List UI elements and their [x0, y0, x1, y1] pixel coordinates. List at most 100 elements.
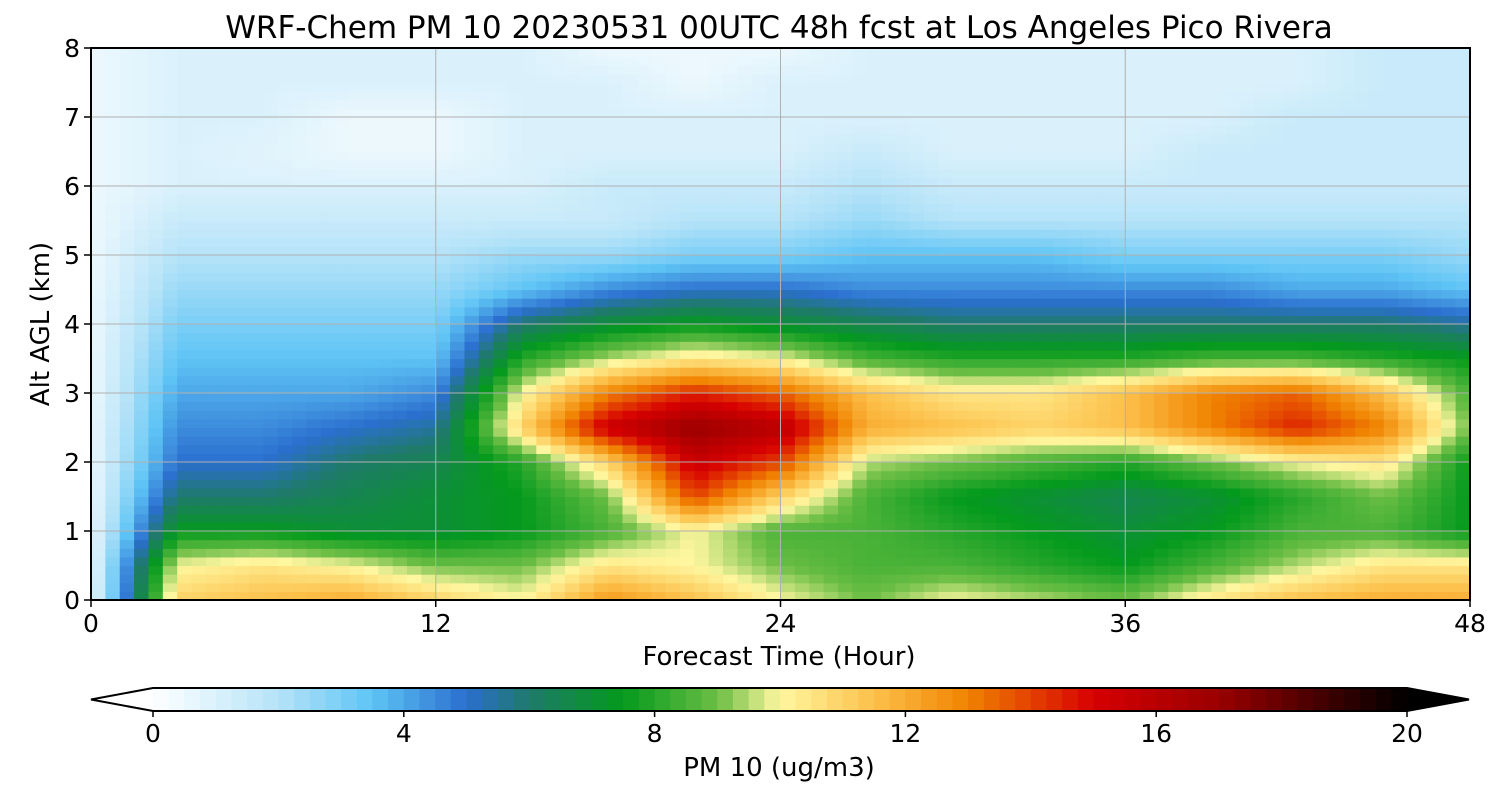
- heatmap-cell: [622, 341, 638, 351]
- heatmap-cell: [995, 367, 1011, 377]
- heatmap-cell: [981, 255, 997, 265]
- heatmap-cell: [1455, 280, 1471, 291]
- heatmap-cell: [450, 539, 466, 549]
- heatmap-cell: [1153, 453, 1169, 463]
- heatmap-cell: [593, 462, 609, 472]
- heatmap-cell: [1039, 211, 1055, 222]
- heatmap-cell: [1311, 410, 1327, 420]
- heatmap-cell: [1283, 168, 1299, 178]
- heatmap-cell: [1326, 531, 1342, 541]
- heatmap-cell: [536, 444, 552, 454]
- heatmap-cell: [478, 263, 494, 273]
- heatmap-cell: [1182, 186, 1198, 196]
- heatmap-cell: [478, 470, 494, 480]
- heatmap-cell: [679, 349, 695, 360]
- heatmap-cell: [249, 548, 264, 558]
- heatmap-cell: [938, 496, 954, 506]
- heatmap-cell: [263, 487, 279, 498]
- heatmap-cell: [1024, 505, 1040, 515]
- heatmap-cell: [679, 410, 695, 420]
- heatmap-cell: [837, 358, 853, 368]
- heatmap-cell: [866, 496, 882, 506]
- heatmap-cell: [205, 418, 221, 429]
- heatmap-cell: [392, 487, 408, 498]
- heatmap-cell: [349, 203, 365, 213]
- heatmap-cell: [981, 487, 997, 498]
- heatmap-cell: [392, 462, 408, 472]
- heatmap-cell: [766, 384, 782, 394]
- heatmap-cell: [148, 367, 164, 377]
- heatmap-cell: [249, 315, 264, 325]
- heatmap-cell: [593, 255, 609, 265]
- heatmap-cell: [91, 298, 106, 308]
- heatmap-cell: [723, 255, 739, 265]
- heatmap-cell: [292, 255, 308, 265]
- heatmap-cell: [1153, 487, 1169, 498]
- heatmap-cell: [1053, 462, 1069, 472]
- heatmap-cell: [349, 427, 365, 437]
- heatmap-cell: [1383, 487, 1399, 498]
- heatmap-cell: [665, 565, 681, 575]
- heatmap-cell: [1053, 280, 1069, 291]
- heatmap-cell: [1297, 539, 1313, 549]
- heatmap-cell: [521, 487, 537, 498]
- heatmap-cell: [593, 220, 609, 230]
- heatmap-cell: [1168, 591, 1184, 601]
- heatmap-cell: [335, 401, 351, 411]
- heatmap-cell: [292, 211, 308, 222]
- heatmap-cell: [407, 306, 422, 316]
- heatmap-cell: [335, 341, 351, 351]
- heatmap-cell: [579, 229, 595, 239]
- heatmap-cell: [91, 237, 106, 247]
- heatmap-cell: [550, 298, 566, 308]
- heatmap-cell: [464, 246, 480, 256]
- heatmap-cell: [1268, 272, 1284, 282]
- heatmap-cell: [550, 306, 566, 316]
- heatmap-cell: [191, 324, 207, 334]
- heatmap-cell: [1139, 246, 1155, 256]
- heatmap-cell: [1211, 151, 1227, 161]
- heatmap-cell: [723, 349, 739, 360]
- heatmap-cell: [665, 444, 681, 454]
- heatmap-cell: [1067, 306, 1083, 316]
- heatmap-cell: [780, 479, 796, 489]
- heatmap-cell: [1297, 203, 1313, 213]
- heatmap-cell: [737, 289, 753, 299]
- heatmap-cell: [1039, 487, 1055, 498]
- heatmap-cell: [1369, 289, 1385, 299]
- heatmap-cell: [837, 444, 853, 454]
- heatmap-cell: [1254, 591, 1270, 601]
- heatmap-cell: [1197, 444, 1213, 454]
- heatmap-cell: [1441, 513, 1457, 523]
- heatmap-cell: [349, 263, 365, 273]
- heatmap-cell: [1268, 151, 1284, 161]
- heatmap-cell: [450, 436, 466, 446]
- heatmap-cell: [1311, 151, 1327, 161]
- heatmap-cell: [909, 324, 925, 334]
- heatmap-cell: [967, 160, 983, 170]
- heatmap-cell: [1197, 186, 1213, 196]
- heatmap-cell: [708, 462, 724, 472]
- heatmap-cell: [1340, 306, 1356, 316]
- heatmap-cell: [1110, 574, 1126, 584]
- heatmap-cell: [1283, 280, 1299, 291]
- heatmap-cell: [1455, 151, 1471, 161]
- heatmap-cell: [1240, 203, 1256, 213]
- heatmap-cell: [450, 315, 466, 325]
- heatmap-cell: [105, 220, 121, 230]
- heatmap-cell: [1110, 522, 1126, 532]
- heatmap-cell: [622, 470, 638, 480]
- heatmap-cell: [1197, 505, 1213, 515]
- heatmap-cell: [1426, 324, 1442, 334]
- heatmap-cell: [306, 591, 322, 601]
- heatmap-cell: [1010, 531, 1026, 541]
- heatmap-cell: [924, 332, 940, 342]
- heatmap-cell: [1024, 289, 1040, 299]
- heatmap-cell: [1383, 505, 1399, 515]
- heatmap-cell: [191, 341, 207, 351]
- heatmap-cell: [191, 289, 207, 299]
- heatmap-cell: [909, 220, 925, 230]
- heatmap-cell: [1340, 384, 1356, 394]
- heatmap-cell: [363, 539, 379, 549]
- heatmap-cell: [1125, 574, 1141, 584]
